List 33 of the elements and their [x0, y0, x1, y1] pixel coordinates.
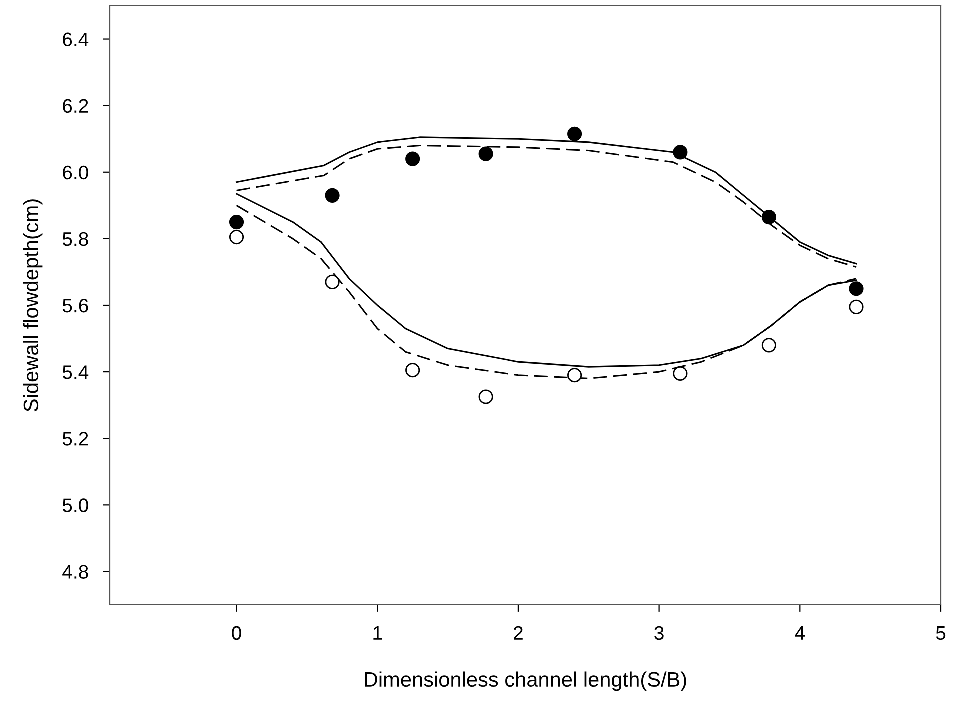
point: [478, 146, 494, 162]
point: [568, 368, 582, 383]
point: [406, 152, 420, 166]
point: [325, 274, 340, 290]
x-tick-label: 5: [936, 626, 946, 640]
y-tick-label: 6.2: [63, 99, 88, 114]
y-tick-label: 5.4: [62, 366, 89, 380]
y-tick-label: 4.8: [62, 565, 88, 579]
point: [762, 338, 776, 353]
x-tick-label: 3: [654, 626, 664, 640]
point: [849, 282, 864, 296]
y-tick-label: 5.0: [62, 498, 88, 512]
x-axis-title: Dimensionless channel length(S/B): [365, 672, 686, 692]
point: [229, 215, 244, 230]
point: [673, 366, 688, 382]
point: [325, 188, 340, 203]
x-tick-label: 4: [795, 626, 805, 640]
y-tick-label: 5.6: [62, 298, 88, 313]
point: [673, 145, 688, 160]
point: [229, 230, 244, 245]
point: [762, 210, 776, 225]
x-tick-label: 0: [232, 626, 242, 640]
point: [406, 363, 420, 378]
y-tick-label: 5.2: [62, 432, 88, 446]
y-axis-title: Sidewall flowdepth(cm): [23, 200, 43, 412]
x-tick-label: 2: [514, 626, 523, 640]
point: [849, 300, 864, 314]
y-tick-label: 6.4: [63, 32, 89, 47]
x-tick-label: 1: [374, 626, 382, 640]
y-tick-label: 6.0: [63, 166, 88, 180]
y-tick-label: 5.8: [62, 232, 88, 246]
point: [478, 390, 494, 404]
point: [568, 126, 582, 142]
